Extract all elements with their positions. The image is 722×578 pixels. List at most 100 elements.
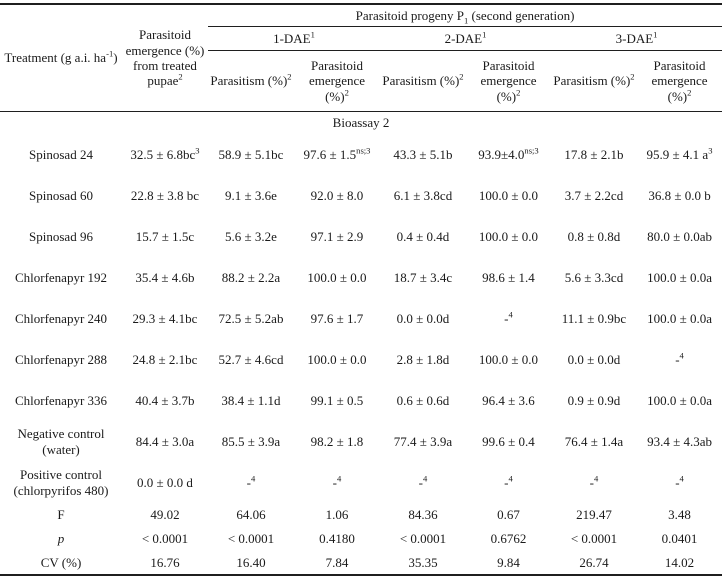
row-label: Positive control (chlorpyrifos 480) [13, 467, 109, 498]
row-label: Chlorfenapyr 288 [14, 351, 108, 367]
table-cell: 95.9 ± 4.1 a3 [646, 145, 713, 162]
table-row-chlorfenapyr-336: Chlorfenapyr 336 40.4 ± 3.7b 38.4 ± 1.1d… [0, 380, 722, 421]
table-cell: 0.9 ± 0.9d [567, 392, 621, 408]
table-row-chlorfenapyr-240: Chlorfenapyr 240 29.3 ± 4.1bc 72.5 ± 5.2… [0, 298, 722, 339]
table-cell: -4 [332, 473, 342, 490]
table-cell: 100.0 ± 0.0a [647, 269, 712, 285]
table-cell: 99.6 ± 0.4 [482, 433, 535, 449]
parasitism-header-1dae: Parasitism (%)2 [208, 50, 294, 112]
table-row-p-value: p < 0.0001 < 0.0001 0.4180 < 0.0001 0.67… [0, 527, 722, 551]
table-row-positive-control: Positive control (chlorpyrifos 480) 0.0 … [0, 462, 722, 503]
table-cell: 92.0 ± 8.0 [310, 187, 364, 203]
row-label: Negative control (water) [17, 426, 105, 457]
table-cell: 2.8 ± 1.8d [396, 351, 450, 367]
table-cell: -4 [418, 473, 428, 490]
row-label: Chlorfenapyr 336 [14, 392, 108, 408]
table-cell: 76.4 ± 1.4a [564, 433, 624, 449]
table-cell: 22.8 ± 3.8 bc [130, 187, 200, 203]
table-cell: 58.9 ± 5.1bc [218, 146, 284, 162]
row-label: F [57, 507, 65, 523]
table-cell: 100.0 ± 0.0 [307, 351, 367, 367]
table-cell: 0.4180 [319, 531, 355, 547]
table-cell: 36.8 ± 0.0 b [648, 187, 711, 203]
table-cell: < 0.0001 [570, 531, 618, 547]
table-cell: 18.7 ± 3.4c [393, 269, 453, 285]
table-row-negative-control: Negative control (water) 84.4 ± 3.0a 85.… [0, 421, 722, 462]
table-cell: 88.2 ± 2.2a [221, 269, 281, 285]
table-cell: 0.0 ± 0.0d [396, 310, 450, 326]
table-cell: 9.1 ± 3.6e [225, 187, 277, 203]
row-label: Spinosad 96 [29, 228, 93, 244]
table-cell: -4 [246, 473, 256, 490]
table-cell: 1.06 [325, 507, 349, 523]
table-cell: -4 [504, 309, 513, 326]
table-cell: 100.0 ± 0.0 [478, 228, 539, 244]
table-cell: 100.0 ± 0.0 [478, 187, 539, 203]
table-row-spinosad-24: Spinosad 24 32.5 ± 6.8bc3 58.9 ± 5.1bc 9… [0, 134, 722, 175]
dae-group-header-2: 2-DAE1 [380, 26, 551, 51]
table-cell: 97.1 ± 2.9 [310, 228, 364, 244]
table-cell: 97.6 ± 1.7 [310, 310, 364, 326]
table-cell: 24.8 ± 2.1bc [132, 351, 198, 367]
table-cell: 64.06 [236, 507, 266, 523]
section-label: Bioassay 2 [332, 115, 390, 131]
table-cell: < 0.0001 [227, 531, 275, 547]
row-label: Spinosad 24 [29, 146, 93, 162]
row-label: Chlorfenapyr 192 [14, 269, 108, 285]
table-cell: 84.4 ± 3.0a [135, 433, 195, 449]
table-cell: 0.0401 [661, 531, 698, 547]
table-cell: 97.6 ± 1.5ns;3 [303, 145, 371, 162]
table-cell: -4 [589, 473, 599, 490]
table-cell: 15.7 ± 1.5c [135, 228, 195, 244]
table-cell: 35.35 [408, 554, 438, 570]
table-cell: 9.84 [497, 554, 520, 570]
table-cell: 85.5 ± 3.9a [221, 433, 281, 449]
table-cell: 3.48 [668, 507, 691, 523]
table-cell: -4 [504, 473, 513, 490]
table-cell: 100.0 ± 0.0a [647, 310, 712, 326]
table-cell: 0.67 [497, 507, 520, 523]
table-row-spinosad-60: Spinosad 60 22.8 ± 3.8 bc 9.1 ± 3.6e 92.… [0, 175, 722, 216]
table-cell: < 0.0001 [399, 531, 447, 547]
table-cell: 35.4 ± 4.6b [135, 269, 195, 285]
row-label: Spinosad 60 [29, 187, 93, 203]
table-cell: 0.8 ± 0.8d [567, 228, 621, 244]
table-cell: 3.7 ± 2.2cd [564, 187, 624, 203]
table-cell: 98.2 ± 1.8 [310, 433, 364, 449]
table-cell: 29.3 ± 4.1bc [132, 310, 198, 326]
table-cell: 5.6 ± 3.3cd [564, 269, 624, 285]
table-cell: 26.74 [579, 554, 609, 570]
emergence-from-pupae-column-header: Parasitoid emergence (%) from treated pu… [122, 4, 208, 112]
parasitism-header-2dae: Parasitism (%)2 [380, 50, 466, 112]
table-cell: 11.1 ± 0.9bc [561, 310, 627, 326]
progeny-group-header: Parasitoid progeny P1 (second generation… [208, 4, 722, 27]
table-cell: 77.4 ± 3.9a [393, 433, 453, 449]
table-cell: 6.1 ± 3.8cd [393, 187, 453, 203]
table-row-chlorfenapyr-288: Chlorfenapyr 288 24.8 ± 2.1bc 52.7 ± 4.6… [0, 339, 722, 380]
table-cell: 84.36 [408, 507, 438, 523]
emergence-header-3dae: Parasitoid emergence (%)2 [637, 50, 722, 112]
section-row: Bioassay 2 [0, 112, 722, 135]
table-cell: 14.02 [664, 554, 695, 570]
table-cell: 17.8 ± 2.1b [564, 146, 624, 162]
table-cell: 93.9±4.0ns;3 [478, 145, 539, 162]
table-row-chlorfenapyr-192: Chlorfenapyr 192 35.4 ± 4.6b 88.2 ± 2.2a… [0, 257, 722, 298]
table-cell: 52.7 ± 4.6cd [218, 351, 284, 367]
table-cell: 0.4 ± 0.4d [396, 228, 450, 244]
results-table: Treatment (g a.i. ha-1) Parasitoid emerg… [0, 3, 722, 576]
table-cell: 7.84 [325, 554, 349, 570]
table-cell: 219.47 [576, 507, 612, 523]
table-cell: 100.0 ± 0.0 [307, 269, 367, 285]
table-cell: -4 [675, 350, 684, 367]
table-cell: < 0.0001 [141, 531, 189, 547]
table-cell: 16.76 [150, 554, 180, 570]
table-cell: 100.0 ± 0.0 [478, 351, 539, 367]
table-cell: 38.4 ± 1.1d [221, 392, 281, 408]
table-cell: 16.40 [236, 554, 266, 570]
row-label: p [57, 531, 65, 547]
table-cell: 72.5 ± 5.2ab [218, 310, 284, 326]
table-cell: 5.6 ± 3.2e [225, 228, 277, 244]
table-cell: 80.0 ± 0.0ab [647, 228, 712, 244]
table-cell: 40.4 ± 3.7b [135, 392, 195, 408]
